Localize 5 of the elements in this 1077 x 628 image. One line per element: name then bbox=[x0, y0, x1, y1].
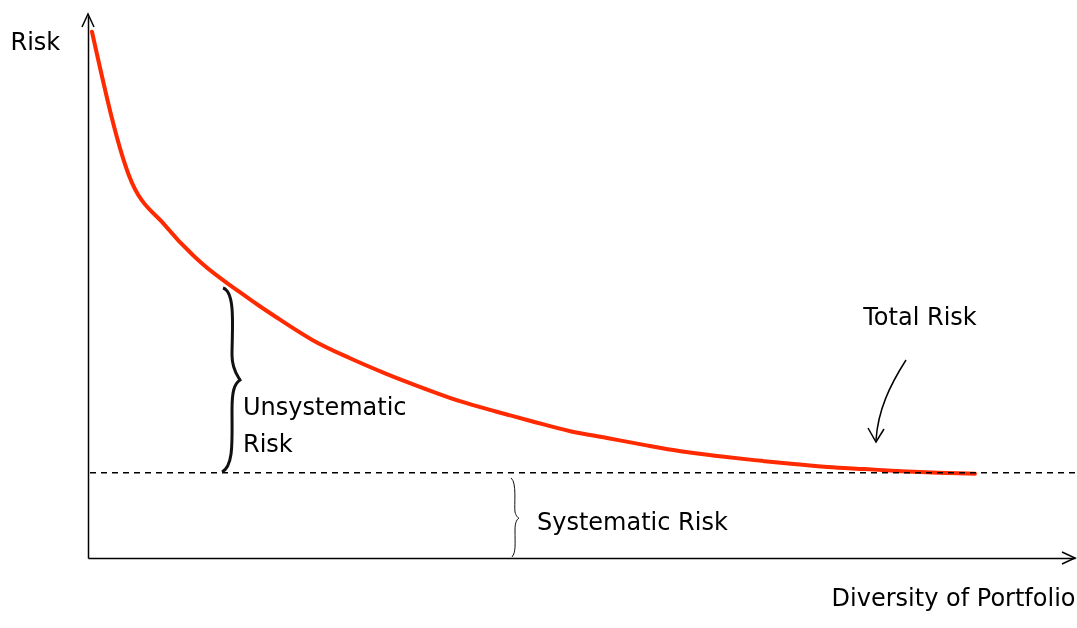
x-axis-title: Diversity of Portfolio bbox=[831, 583, 1076, 612]
y-axis-title: Risk bbox=[10, 27, 61, 56]
annotation: Total Risk bbox=[862, 303, 977, 331]
annotation: Systematic Risk bbox=[537, 508, 728, 536]
annotation: Unsystematic Risk bbox=[243, 393, 407, 458]
